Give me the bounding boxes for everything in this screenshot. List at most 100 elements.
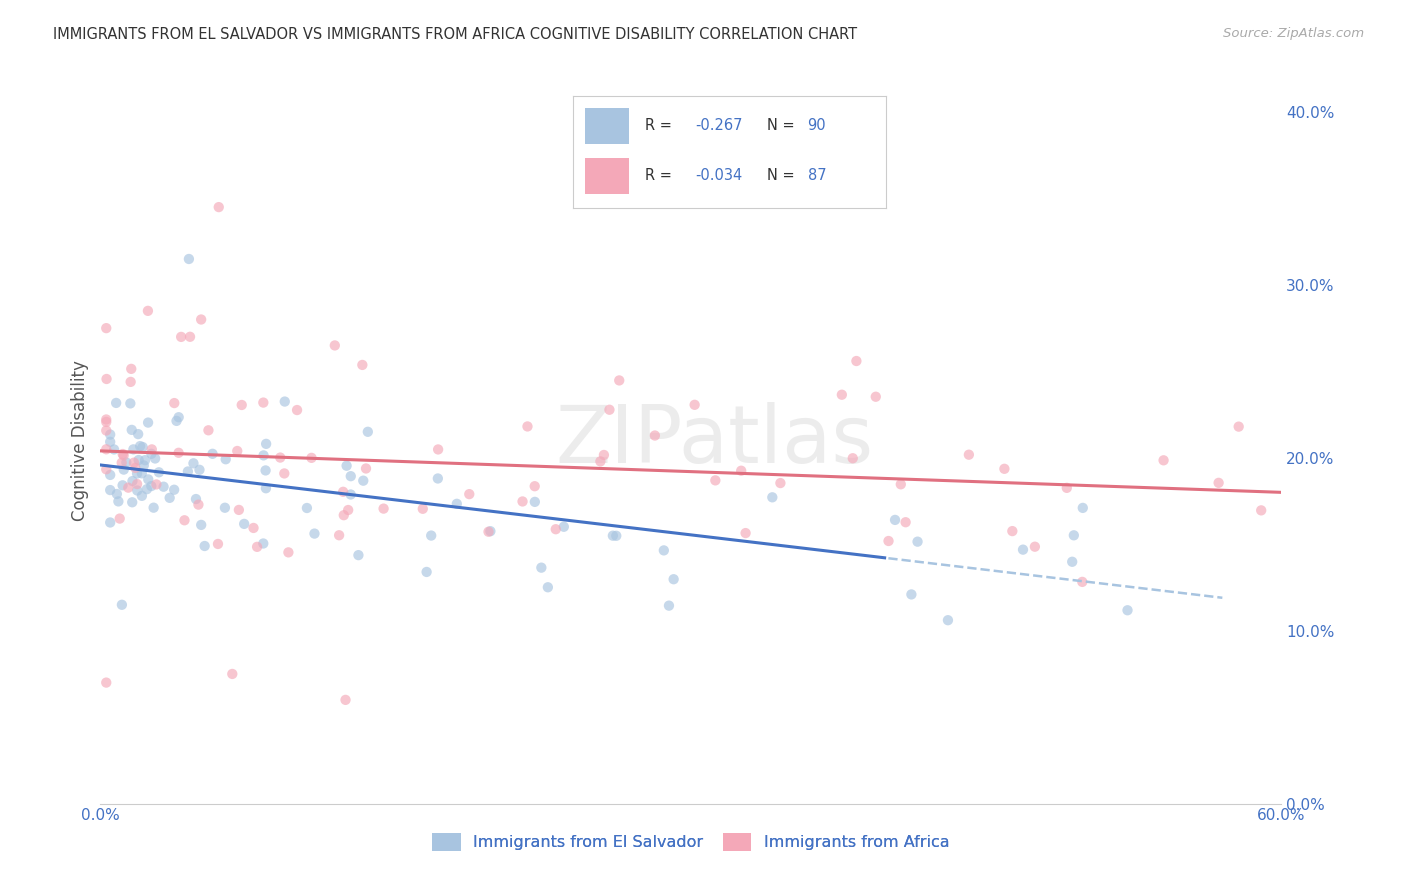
Point	[512, 494, 534, 508]
Point	[111, 598, 134, 612]
Point	[304, 526, 326, 541]
Point	[523, 495, 546, 509]
Point	[957, 448, 980, 462]
Point	[446, 497, 468, 511]
Point	[339, 469, 361, 483]
Point	[131, 467, 153, 481]
Point	[184, 491, 207, 506]
Point	[842, 451, 865, 466]
Point	[242, 521, 264, 535]
Text: ZIPatlas: ZIPatlas	[555, 401, 873, 480]
Point	[761, 491, 783, 505]
Point	[208, 200, 231, 214]
Point	[127, 483, 149, 498]
Point	[458, 487, 481, 501]
Text: IMMIGRANTS FROM EL SALVADOR VS IMMIGRANTS FROM AFRICA COGNITIVE DISABILITY CORRE: IMMIGRANTS FROM EL SALVADOR VS IMMIGRANT…	[53, 27, 858, 42]
Point	[215, 452, 238, 467]
Point	[194, 539, 217, 553]
Point	[607, 373, 630, 387]
Point	[134, 453, 156, 467]
Y-axis label: Cognitive Disability: Cognitive Disability	[72, 360, 89, 521]
Point	[865, 390, 887, 404]
Point	[332, 484, 354, 499]
Point	[335, 693, 357, 707]
Point	[523, 479, 546, 493]
Point	[593, 448, 616, 462]
Point	[301, 450, 323, 465]
Point	[1024, 540, 1046, 554]
Point	[226, 444, 249, 458]
Point	[173, 513, 195, 527]
Point	[900, 587, 922, 601]
Point	[121, 423, 143, 437]
Point	[167, 446, 190, 460]
Point	[136, 416, 159, 430]
Point	[426, 471, 449, 485]
Point	[339, 487, 361, 501]
Point	[254, 437, 277, 451]
Point	[120, 362, 142, 376]
Point	[415, 565, 437, 579]
Point	[96, 412, 118, 426]
Point	[107, 494, 129, 508]
Point	[373, 501, 395, 516]
Point	[252, 395, 274, 409]
Point	[122, 456, 145, 470]
Point	[734, 526, 756, 541]
Point	[214, 500, 236, 515]
Point	[124, 461, 146, 475]
Point	[177, 252, 200, 266]
Point	[128, 453, 150, 467]
Point	[122, 442, 145, 457]
Point	[354, 461, 377, 475]
Point	[142, 500, 165, 515]
Point	[108, 511, 131, 525]
Point	[352, 474, 374, 488]
Point	[197, 423, 219, 437]
Point	[537, 580, 560, 594]
Point	[1001, 524, 1024, 538]
Point	[605, 529, 627, 543]
Point	[111, 478, 134, 492]
Point	[131, 440, 153, 454]
Point	[115, 455, 138, 469]
Point	[183, 456, 205, 470]
Point	[658, 599, 681, 613]
Point	[105, 487, 128, 501]
Point	[132, 458, 155, 473]
Point	[179, 330, 201, 344]
Point	[1153, 453, 1175, 467]
Point	[420, 528, 443, 542]
Point	[163, 396, 186, 410]
Point	[96, 321, 118, 335]
Point	[228, 503, 250, 517]
Point	[274, 394, 297, 409]
Point	[683, 398, 706, 412]
Point	[1250, 503, 1272, 517]
Point	[112, 449, 135, 463]
Point	[273, 467, 295, 481]
Point	[602, 529, 624, 543]
Point	[221, 667, 243, 681]
Point	[357, 425, 380, 439]
Point	[131, 489, 153, 503]
Point	[188, 463, 211, 477]
Point	[141, 479, 163, 493]
Point	[890, 477, 912, 491]
Point	[136, 303, 159, 318]
Point	[831, 388, 853, 402]
Point	[207, 537, 229, 551]
Point	[246, 540, 269, 554]
Point	[598, 402, 620, 417]
Point	[129, 439, 152, 453]
Point	[127, 477, 149, 491]
Point	[1063, 528, 1085, 542]
Point	[1071, 500, 1094, 515]
Point	[231, 398, 253, 412]
Point	[141, 442, 163, 457]
Point	[98, 467, 121, 482]
Point	[323, 338, 346, 352]
Point	[254, 463, 277, 477]
Point	[662, 572, 685, 586]
Point	[159, 491, 181, 505]
